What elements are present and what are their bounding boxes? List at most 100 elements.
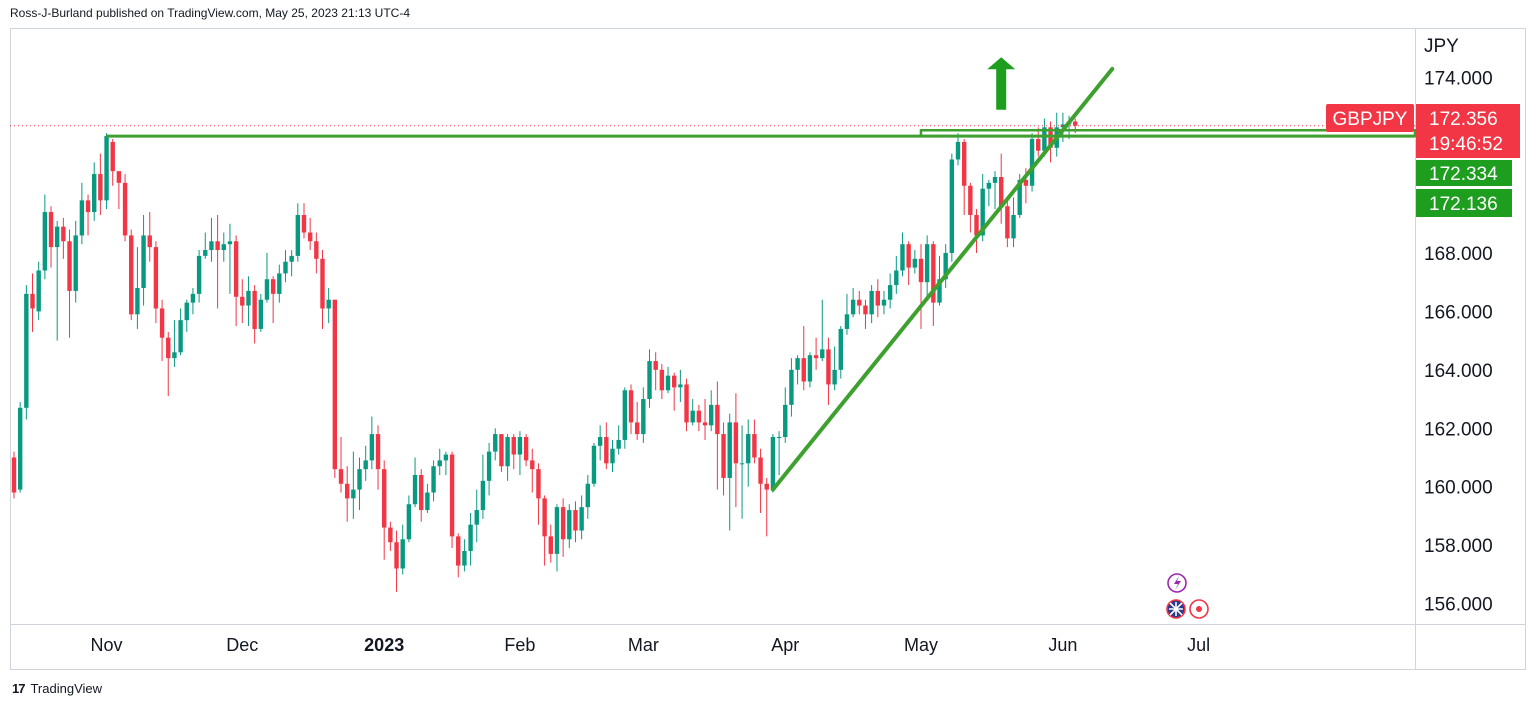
candle-body [48, 212, 54, 248]
candle-body [233, 241, 239, 297]
candle-body [215, 241, 220, 251]
time-tick-label: Mar [628, 635, 659, 655]
time-tick-label: Apr [771, 635, 799, 655]
candle-body [277, 273, 282, 294]
time-axis-ticks: Nov Dec 2023 Feb Mar Apr May Jun Jul [91, 635, 1211, 655]
candle-body [98, 174, 103, 201]
footer-brand-text: TradingView [30, 681, 103, 696]
candle-body [739, 463, 745, 465]
candle-body [807, 355, 813, 382]
candle-body [820, 349, 825, 359]
candle-body [406, 504, 412, 540]
candle-body [622, 390, 628, 440]
candle-body [449, 454, 455, 537]
candle-body [394, 542, 399, 569]
candle-body [548, 536, 553, 554]
candle-body [826, 349, 831, 385]
candle-body [671, 375, 677, 388]
candle-body [227, 241, 233, 245]
candle-body [999, 177, 1004, 207]
candle-body [61, 226, 66, 242]
candle-body [24, 293, 29, 408]
candle-body [116, 171, 122, 183]
time-tick-label: Jun [1048, 635, 1077, 655]
bid-tag-text: 172.334 [1429, 164, 1498, 185]
candle-body [338, 469, 344, 484]
candle-body [968, 185, 973, 215]
time-tick-label: 2023 [364, 635, 404, 655]
candle-body [813, 355, 819, 359]
candle-body [388, 527, 393, 543]
candle-body [129, 235, 134, 315]
price-tick-label: 158.000 [1424, 536, 1493, 557]
candle-body [221, 244, 226, 251]
candle-body [295, 214, 301, 256]
price-tick-label: 156.000 [1424, 595, 1493, 616]
ask-tag-text: 172.136 [1429, 194, 1498, 215]
candle-body [11, 457, 17, 493]
candle-body [326, 299, 331, 309]
candle-body [783, 404, 788, 438]
candle-body [937, 279, 942, 303]
candle-body [604, 437, 609, 464]
candle-body [900, 244, 905, 271]
candle-body [332, 299, 338, 470]
candle-body [351, 489, 356, 499]
candle-body [209, 241, 214, 251]
drawing-overlays [10, 57, 1417, 492]
candle-body [875, 290, 880, 306]
publisher-caption: Ross-J-Burland published on TradingView.… [10, 6, 410, 20]
candle-body [499, 434, 504, 467]
candle-body [869, 290, 874, 315]
price-tick-label: 166.000 [1424, 302, 1493, 323]
candle-body [252, 290, 257, 329]
candle-body [203, 250, 208, 256]
candle-body [443, 454, 449, 461]
candle-body [437, 460, 442, 467]
candle-body [511, 437, 516, 455]
candle-body [943, 252, 948, 280]
candle-body [931, 244, 936, 303]
candle-body [955, 141, 961, 160]
candle-body [85, 200, 91, 213]
candle-body [42, 212, 48, 271]
candle-body [258, 299, 263, 329]
candle-body [727, 422, 732, 478]
candle-body [135, 288, 140, 315]
candle-body [567, 510, 572, 540]
time-tick-label: Dec [226, 635, 258, 655]
candle-body [659, 369, 665, 391]
candle-body [147, 235, 152, 248]
candle-body [776, 437, 782, 439]
footer-brand[interactable]: 17 TradingView [12, 681, 102, 696]
candle-body [1036, 139, 1041, 151]
candle-body [764, 483, 769, 490]
candle-body [283, 261, 288, 274]
candle-body [523, 437, 529, 461]
candle-body [616, 439, 621, 449]
candle-body [758, 457, 763, 484]
candle-body [363, 460, 368, 470]
candle-body [468, 524, 473, 551]
candle-body [795, 358, 800, 370]
candle-body [505, 437, 510, 467]
last-price-bg [1416, 104, 1520, 158]
last-price-text: 172.356 [1429, 109, 1498, 130]
uk-flag-cross-icon [1169, 602, 1183, 616]
candle-body [474, 510, 479, 525]
candle-body [653, 361, 658, 370]
candle-body [456, 536, 461, 566]
candle-body [881, 299, 887, 306]
candle-body [17, 407, 23, 490]
price-axis-ticks: 174.000 168.000 166.000 164.000 162.000 160.0… [1424, 69, 1493, 616]
candle-body [752, 434, 757, 458]
candle-body [92, 174, 97, 213]
up-arrow-icon [987, 57, 1016, 110]
candle-body [141, 235, 146, 289]
candle-body [536, 469, 541, 499]
candle-body [480, 480, 486, 511]
candle-body [425, 492, 430, 511]
candle-body [554, 507, 560, 554]
candle-body [159, 308, 165, 338]
